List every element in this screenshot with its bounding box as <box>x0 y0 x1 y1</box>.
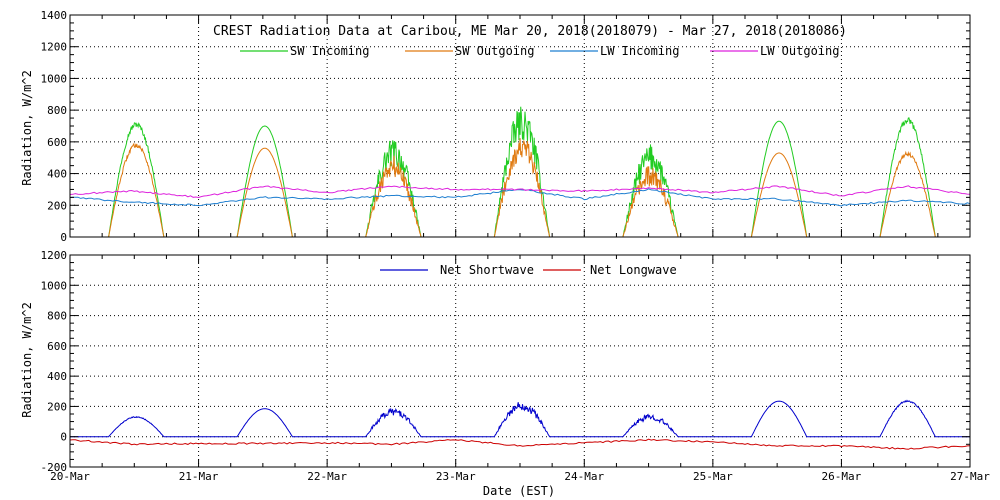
series-line-lw-outgoing <box>69 185 971 199</box>
x-tick-label: 25-Mar <box>693 470 733 483</box>
y-tick-label: 0 <box>60 231 67 244</box>
bottom-legend: Net Shortwave Net Longwave <box>380 263 677 277</box>
y-tick-label: 0 <box>60 431 67 444</box>
x-tick-label: 20-Mar <box>50 470 90 483</box>
y-tick-label: 600 <box>47 136 67 149</box>
x-tick-label: 27-Mar <box>950 470 990 483</box>
series-line-net-shortwave <box>70 399 970 438</box>
y-tick-label: 1000 <box>41 72 68 85</box>
series-line-sw-outgoing <box>70 138 970 238</box>
x-tick-label: 23-Mar <box>436 470 476 483</box>
y-tick-label: 800 <box>47 104 67 117</box>
legend-sw-outgoing: SW Outgoing <box>455 44 534 58</box>
y-tick-label: 200 <box>47 199 67 212</box>
y-tick-label: 800 <box>47 310 67 323</box>
top-panel: CREST Radiation Data at Caribou, ME Mar … <box>20 24 847 186</box>
legend-sw-incoming: SW Incoming <box>290 44 369 58</box>
y-tick-label: 1200 <box>41 249 68 262</box>
legend-net-shortwave: Net Shortwave <box>440 263 534 277</box>
y-tick-label: 200 <box>47 400 67 413</box>
series-line-lw-incoming <box>69 188 971 207</box>
legend-lw-incoming: LW Incoming <box>600 44 679 58</box>
x-tick-label: 26-Mar <box>822 470 862 483</box>
series-line-net-longwave <box>69 438 971 450</box>
bottom-ylabel: Radiation, W/m^2 <box>20 302 34 418</box>
legend-lw-outgoing: LW Outgoing <box>760 44 839 58</box>
x-tick-label: 24-Mar <box>564 470 604 483</box>
plot-area-0: 0 200 400 600 800 1000 1200 1400 <box>41 9 971 244</box>
legend-net-longwave: Net Longwave <box>590 263 677 277</box>
series-line-sw-incoming <box>70 106 970 238</box>
top-legend: SW Incoming SW Outgoing LW Incoming LW O… <box>240 44 839 58</box>
y-tick-label: 600 <box>47 340 67 353</box>
y-tick-label: 400 <box>47 370 67 383</box>
y-tick-label: 1400 <box>41 9 68 22</box>
top-ylabel: Radiation, W/m^2 <box>20 70 34 186</box>
y-tick-label: 1000 <box>41 279 68 292</box>
chart-title: CREST Radiation Data at Caribou, ME Mar … <box>213 24 847 39</box>
x-tick-label: 22-Mar <box>307 470 347 483</box>
x-axis-label: Date (EST) <box>483 484 555 498</box>
y-tick-label: 1200 <box>41 41 68 54</box>
y-tick-label: -200 <box>41 461 68 474</box>
bottom-panel: Radiation, W/m^2 Net Shortwave Net Longw… <box>20 263 677 418</box>
plot-area-1: -200 0 200 400 600 800 1000 1200 <box>41 249 971 474</box>
x-tick-label: 21-Mar <box>179 470 219 483</box>
y-tick-label: 400 <box>47 168 67 181</box>
